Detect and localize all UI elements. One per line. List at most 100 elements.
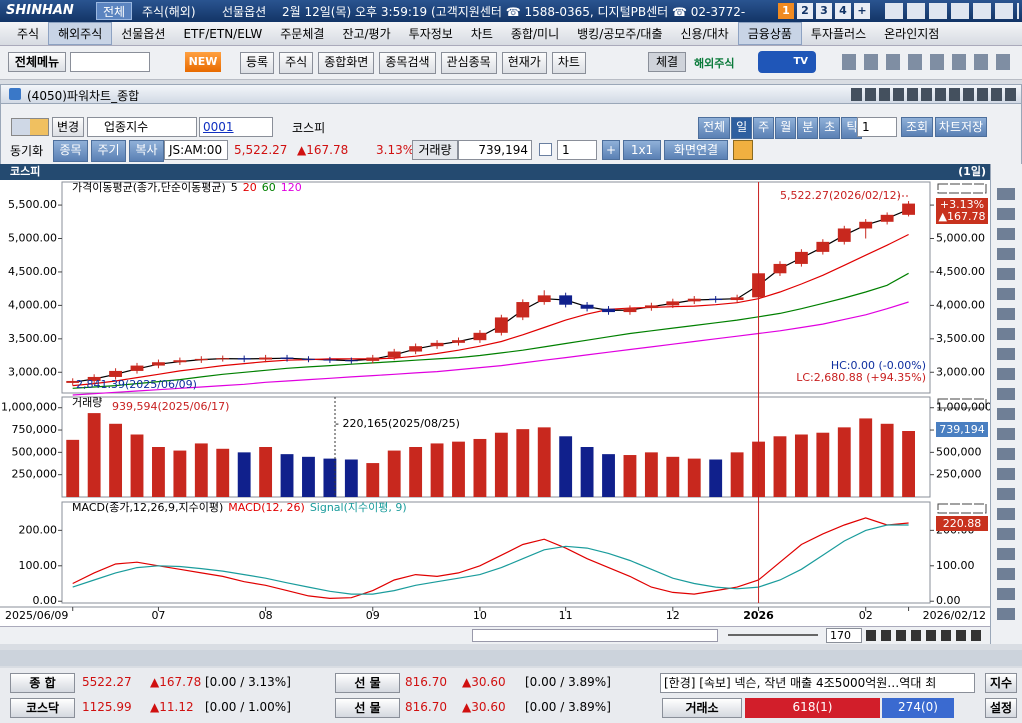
toolbar-button[interactable]: 종목검색 <box>379 52 436 74</box>
candle-body <box>130 365 144 371</box>
nav-buttons[interactable] <box>866 630 986 641</box>
save-button[interactable]: 차트저장 <box>935 117 987 137</box>
sync-button[interactable]: 주기 <box>91 140 126 162</box>
volume-bar <box>602 454 615 497</box>
ticker-item: ▲11.12 <box>150 700 194 714</box>
screen-button[interactable]: 4 <box>835 3 851 19</box>
tab[interactable]: 전체 <box>96 2 132 20</box>
search-input[interactable] <box>70 52 150 72</box>
candle-body <box>473 332 487 341</box>
toolbar-button[interactable]: 현재가 <box>501 52 547 74</box>
ticker-item: [0.00 / 3.89%] <box>525 700 611 714</box>
menu-item[interactable]: 투자플러스 <box>810 27 867 41</box>
menu-item[interactable]: 주식 <box>17 27 40 41</box>
tv-button[interactable]: TV <box>758 51 816 73</box>
screen-button[interactable]: 1 <box>778 3 794 19</box>
screen-button[interactable]: + <box>854 3 870 19</box>
toolbar-button[interactable]: 종합화면 <box>318 52 375 74</box>
count-select[interactable]: 1 <box>557 140 597 160</box>
toolbar-button[interactable]: 주식 <box>279 52 314 74</box>
layout-button[interactable]: 1x1 <box>623 140 661 160</box>
screen-button[interactable]: 3 <box>816 3 832 19</box>
volume-bar <box>473 438 487 497</box>
change-button[interactable]: 변경 <box>52 117 84 137</box>
ticker-item[interactable]: 선 물 <box>335 673 400 693</box>
volume-bar <box>666 456 680 497</box>
drawing-tools[interactable] <box>997 188 1015 628</box>
volume-bar <box>859 418 873 497</box>
overseas-button[interactable]: 해외주식 <box>694 57 735 70</box>
status-text: 2월 12일(목) 오후 3:59:19 (고객지원센터 ☎ 1588-0365… <box>282 5 746 19</box>
checkbox[interactable] <box>539 143 552 156</box>
toolbar-button[interactable]: 차트 <box>551 52 586 74</box>
period-button[interactable]: 월 <box>775 117 797 139</box>
period-button[interactable]: 주 <box>753 117 775 139</box>
ticker-item: [한경] [속보] 넥슨, 작년 매출 4조5000억원…역대 최 <box>660 673 975 693</box>
new-button[interactable]: NEW <box>185 52 221 72</box>
ticker-item[interactable]: 코스닥 <box>10 698 75 718</box>
query-button[interactable]: 조회 <box>901 117 933 137</box>
tab[interactable]: 선물옵션 <box>222 5 267 19</box>
menu-item[interactable]: 뱅킹/공모주/대출 <box>577 27 663 41</box>
volume-bar <box>580 447 594 497</box>
sync-button[interactable]: 종목 <box>53 140 88 162</box>
price: 5,522.27 <box>234 143 288 157</box>
volume-bar <box>537 427 551 497</box>
tab[interactable]: 주식(해외) <box>142 5 196 19</box>
toolbar-button[interactable]: 등록 <box>240 52 275 74</box>
count-box[interactable]: 170 <box>826 628 862 643</box>
ma-line <box>72 301 909 396</box>
menu-item[interactable]: 차트 <box>470 27 493 41</box>
sync-buttons: 종목 주기 복사 <box>53 140 164 162</box>
candle-body <box>66 380 80 383</box>
ticker-item: 618(1) <box>745 698 880 718</box>
ticker-item[interactable]: 지수 <box>985 673 1017 693</box>
period-count[interactable]: 1 <box>857 117 897 137</box>
annotation: HC:0.00 (-0.00%) <box>831 359 926 372</box>
sync-button[interactable]: 복사 <box>129 140 164 162</box>
scrollbar[interactable] <box>472 629 718 642</box>
volume-bar <box>880 423 894 497</box>
volume-bar <box>773 436 787 497</box>
pen-button[interactable] <box>733 140 753 160</box>
ticker-item[interactable]: 선 물 <box>335 698 400 718</box>
code-input[interactable]: 0001 <box>199 117 273 137</box>
window-buttons[interactable] <box>885 3 1019 19</box>
panel-frame <box>61 181 931 394</box>
menu-item[interactable]: 종합/미니 <box>510 27 560 41</box>
index-type-select[interactable]: 업종지수 <box>87 117 197 137</box>
all-menu-button[interactable]: 전체메뉴 <box>8 52 66 72</box>
y-tick-label: 4,500.00 <box>8 265 57 278</box>
menu-item[interactable]: 온라인지점 <box>884 27 940 41</box>
ticker-item[interactable]: 종 합 <box>10 673 75 693</box>
menu-item[interactable]: 해외주식 <box>48 22 113 45</box>
candle-body <box>494 317 508 333</box>
badge <box>936 422 988 437</box>
menu-item[interactable]: 투자정보 <box>408 27 453 41</box>
zoom-slider[interactable] <box>728 634 818 636</box>
menu-item[interactable]: 잔고/평가 <box>342 27 391 41</box>
menu-item[interactable]: 금융상품 <box>737 22 802 45</box>
period-button[interactable]: 일 <box>731 117 753 139</box>
link-button[interactable]: 화면연결 <box>664 140 728 160</box>
candle-body <box>323 359 337 361</box>
screen-button[interactable]: 2 <box>797 3 813 19</box>
window-controls[interactable] <box>851 88 1016 101</box>
toolbar-button[interactable]: 관심종목 <box>440 52 497 74</box>
menu-item[interactable]: ETF/ETN/ELW <box>183 26 263 41</box>
add-button[interactable]: + <box>602 140 620 160</box>
period-button[interactable]: 초 <box>819 117 841 139</box>
y-tick-label: 250,000 <box>12 468 58 481</box>
period-button[interactable]: 전체 <box>698 117 731 139</box>
candle-body <box>880 214 894 222</box>
menu-item[interactable]: 주문체결 <box>280 27 325 41</box>
menu-item[interactable]: 선물옵션 <box>121 27 166 41</box>
ticker-item[interactable]: 거래소 <box>662 698 742 718</box>
volume-bar <box>194 443 208 497</box>
ticker-item[interactable]: 설정 <box>985 698 1017 718</box>
mode-icons[interactable] <box>11 118 49 136</box>
menu-item[interactable]: 신용/대차 <box>680 27 729 41</box>
fill-button[interactable]: 체결 <box>648 52 686 72</box>
tool-icons[interactable] <box>842 54 1012 70</box>
period-button[interactable]: 분 <box>797 117 819 139</box>
